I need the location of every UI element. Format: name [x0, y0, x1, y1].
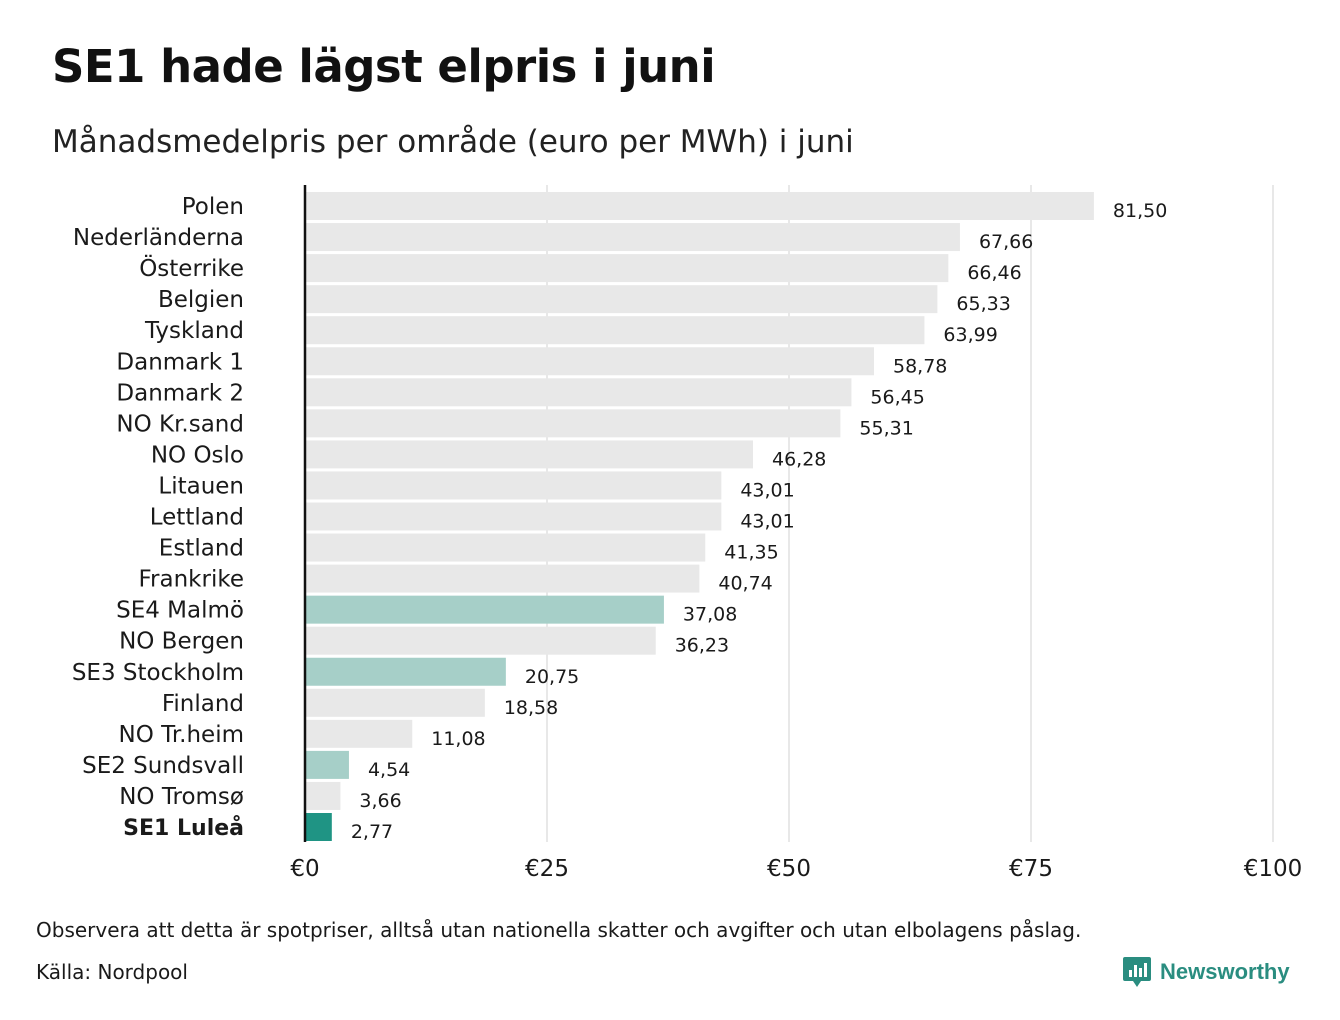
category-label: NO Bergen — [119, 629, 244, 655]
category-label: Belgien — [158, 287, 244, 313]
value-label: 4,54 — [368, 759, 410, 781]
value-label: 65,33 — [956, 293, 1010, 315]
category-label: Estland — [159, 536, 244, 562]
value-label: 18,58 — [504, 697, 558, 719]
value-label: 43,01 — [740, 479, 794, 501]
category-label: Finland — [162, 691, 244, 717]
value-label: 81,50 — [1113, 200, 1167, 222]
x-tick-label: €25 — [525, 856, 569, 882]
category-label: Frankrike — [139, 567, 245, 593]
x-axis-tick-labels: €0 €25 €50 €75 €100 — [290, 856, 1302, 882]
bar-chart: Polen Nederländerna Österrike Belgien Tyskla… — [72, 185, 1302, 882]
value-label: 43,01 — [740, 511, 794, 533]
value-label: 36,23 — [675, 635, 729, 657]
bar — [305, 285, 938, 314]
x-tick-label: €75 — [1009, 856, 1053, 882]
category-label: SE3 Stockholm — [72, 660, 244, 686]
category-label: Polen — [182, 194, 244, 220]
bar — [305, 813, 332, 841]
source-label: Källa: Nordpool — [36, 960, 188, 984]
value-label: 37,08 — [683, 604, 737, 626]
value-label: 63,99 — [943, 324, 997, 346]
bar — [305, 750, 349, 779]
category-label: Tyskland — [144, 318, 244, 344]
value-labels: 81,50 67,66 66,46 65,33 63,99 58,78 56,45 55,31… — [351, 200, 1168, 843]
category-label: NO Oslo — [151, 442, 244, 468]
x-tick-label: €100 — [1244, 856, 1303, 882]
category-label: SE1 Luleå — [123, 815, 244, 841]
bar — [305, 595, 664, 624]
bar — [305, 657, 506, 686]
category-label: Danmark 2 — [116, 380, 244, 406]
value-label: 3,66 — [359, 790, 401, 812]
bar — [305, 347, 874, 376]
category-labels: Polen Nederländerna Österrike Belgien Tyskla… — [72, 194, 244, 841]
category-label: NO Tr.heim — [119, 722, 244, 748]
bar — [305, 781, 341, 810]
category-label: NO Kr.sand — [116, 411, 244, 437]
value-label: 46,28 — [772, 448, 826, 470]
category-label: SE2 Sundsvall — [82, 753, 244, 779]
bar — [305, 719, 413, 748]
value-label: 55,31 — [859, 417, 913, 439]
bar — [305, 254, 949, 283]
bar — [305, 316, 925, 345]
value-label: 2,77 — [351, 821, 393, 843]
x-tick-label: €0 — [290, 856, 319, 882]
footnote: Observera att detta är spotpriser, allts… — [36, 918, 1082, 942]
x-tick-label: €50 — [767, 856, 811, 882]
value-label: 41,35 — [724, 542, 778, 564]
category-label: Danmark 1 — [116, 349, 244, 375]
chart-title: SE1 hade lägst elpris i juni — [52, 40, 716, 93]
value-label: 67,66 — [979, 231, 1033, 253]
category-label: NO Tromsø — [119, 784, 244, 810]
value-label: 66,46 — [967, 262, 1021, 284]
category-label: Litauen — [158, 473, 244, 499]
brand-name: Newsworthy — [1160, 959, 1290, 984]
value-label: 11,08 — [431, 728, 485, 750]
value-label: 20,75 — [525, 666, 579, 688]
chart-subtitle: Månadsmedelpris per område (euro per MWh… — [52, 124, 854, 160]
bar — [305, 688, 485, 717]
bar — [305, 564, 700, 593]
newsworthy-logo-icon — [1123, 957, 1151, 987]
value-label: 56,45 — [870, 386, 924, 408]
bar — [305, 223, 960, 252]
bar — [305, 502, 722, 531]
bar — [305, 409, 841, 438]
value-label: 40,74 — [718, 573, 772, 595]
category-label: SE4 Malmö — [116, 598, 244, 624]
bar — [305, 192, 1094, 220]
category-label: Lettland — [150, 505, 244, 531]
category-label: Nederländerna — [73, 225, 244, 251]
bar — [305, 533, 706, 562]
bar — [305, 378, 852, 407]
bar — [305, 471, 722, 500]
bars — [305, 192, 1094, 841]
value-label: 58,78 — [893, 355, 947, 377]
bar — [305, 626, 656, 655]
bar — [305, 440, 753, 469]
brand-logo[interactable]: Newsworthy — [1122, 955, 1290, 989]
category-label: Österrike — [139, 254, 244, 282]
